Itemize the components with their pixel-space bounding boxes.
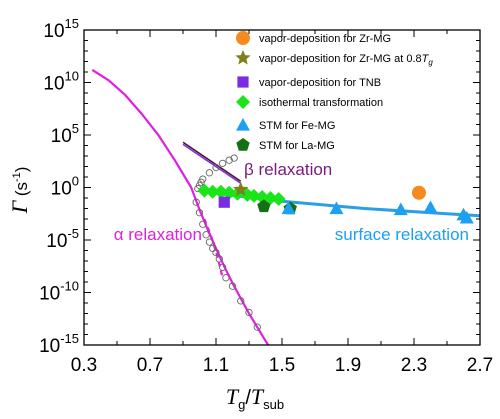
x-tick-label: 0.3 [71,355,97,376]
x-tick-label: 1.5 [269,355,295,376]
annotation-label: α relaxation [114,225,202,244]
data-point-pentagon [257,199,271,213]
y-tick-label: 10-10 [39,279,79,305]
open-circle-point [212,248,220,257]
data-point-diamond [213,184,228,199]
y-tick-label: 105 [51,121,79,147]
data-point-diamond [197,183,212,198]
x-tick-label: 0.7 [137,355,163,376]
data-point-star [233,181,249,197]
open-circle-point [202,231,210,239]
y-tick-label: 10-15 [39,331,79,357]
legend-marker-circle [236,31,250,45]
y-tick-label: 100 [51,174,79,200]
data-point-square [218,196,230,208]
open-circle-point [222,274,230,282]
open-circle-point [212,163,220,172]
legend-marker-diamond [236,95,250,109]
data-point-triangle [281,201,296,215]
annotations: β relaxation α relaxation surface relaxati… [114,160,469,244]
legend-label: vapor-deposition for Zr-MG [259,33,391,45]
y-tick-label: 1010 [43,69,79,95]
data-point-triangle [423,200,438,214]
open-circle-point [218,263,227,271]
beta-dark-line [182,141,242,182]
legend-label: vapor-deposition for TNB [259,77,381,89]
open-circle-point [225,156,233,164]
data-point-diamond [263,191,278,205]
x-tick-label: 1.1 [203,355,229,376]
data-point-triangle [459,210,474,224]
data-point-circle [411,185,426,200]
data-point-triangle [393,202,408,216]
open-circle-point [205,238,214,246]
open-circle-point [199,220,207,228]
data-point-diamond [246,188,261,203]
legend-label: vapor-deposition for Zr-MG at 0.8Tg [259,53,433,67]
legend-label: isothermal transformation [259,97,383,109]
axis-ticks: 0.3 0.7 1.1 1.5 1.9 2.3 2.7 10-15 10-10 10-5 100 10… [39,16,493,376]
annotation-label: β relaxation [244,160,332,179]
open-circle-point [245,308,253,317]
x-tick-label: 1.9 [335,355,361,376]
open-circle-point [253,323,261,331]
x-tick-label: 2.3 [401,355,427,376]
legend-marker-triangle [236,118,250,131]
legend: vapor-deposition for Zr-MG vapor-depositi… [235,31,433,152]
y-tick-label: 10-5 [46,226,79,252]
open-circle-point [205,169,214,177]
open-circle-point [199,175,207,183]
legend-marker-star [235,50,251,65]
data-point-triangle [329,201,344,215]
open-circle-point [215,255,223,263]
y-tick-label: 1015 [43,16,79,42]
data-points [192,154,474,331]
open-circle-point [237,297,245,305]
legend-label: STM for La-MG [259,140,335,152]
annotation-label: surface relaxation [335,225,469,244]
alpha-dashed-curve [203,218,224,279]
open-circle-point [230,154,238,162]
x-tick-label: 2.7 [467,355,493,376]
x-axis-title: Tg/Tsub [226,384,284,412]
open-circle-point [228,282,237,290]
legend-marker-pentagon [236,138,250,151]
open-circle-point [218,159,227,168]
data-point-diamond [205,184,220,199]
open-circle-point [195,209,204,217]
y-axis-title: Γ (s-1) [7,167,32,215]
beta-purple-line [182,143,242,184]
legend-marker-square [237,76,249,88]
data-point-diamond [271,192,286,207]
data-point-diamond [255,189,270,204]
legend-label: STM for Fe-MG [259,120,335,132]
open-circle-point [192,198,200,206]
data-point-diamond [222,185,237,200]
